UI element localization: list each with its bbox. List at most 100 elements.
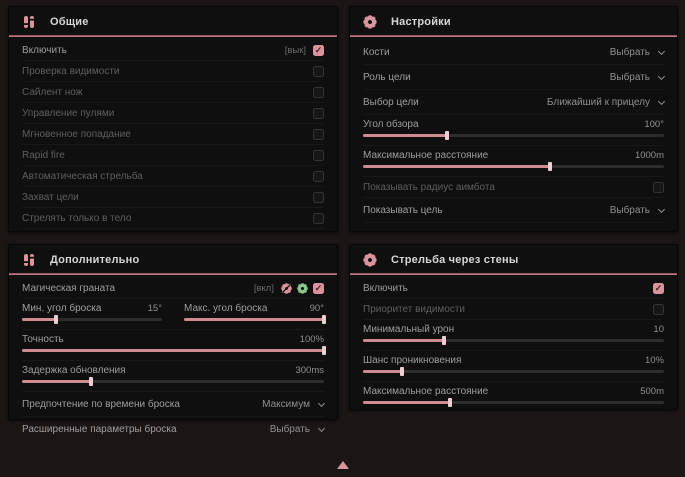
accuracy-slider[interactable]: [22, 346, 326, 355]
slider-row-update-delay: Задержка обновления 300ms: [22, 361, 324, 392]
toggle-row-rapid-fire: Rapid fire ✓: [22, 145, 324, 166]
toggle-row-bullet-control: Управление пулями ✓: [22, 103, 324, 124]
slider-thumb[interactable]: [448, 398, 453, 407]
header-divider: [350, 35, 677, 37]
slider-thumb[interactable]: [322, 346, 326, 355]
min-damage-slider[interactable]: [363, 336, 664, 345]
throw-time-preference-dropdown[interactable]: Максимум: [262, 399, 326, 410]
flower-icon: [363, 15, 377, 29]
row-label: Захват цели: [22, 191, 79, 203]
update-delay-slider[interactable]: [22, 377, 324, 386]
toggle-row-target-lock: Захват цели ✓: [22, 187, 324, 208]
toggle-row-instant-hit: Мгновенное попадание ✓: [22, 124, 324, 145]
slider-thumb[interactable]: [400, 367, 405, 376]
panel-settings: Настройки Кости Выбрать Роль цели Выбрат…: [349, 6, 678, 232]
row-label: Управление пулями: [22, 107, 115, 119]
max-distance-slider[interactable]: [363, 162, 664, 171]
row-label: Проверка видимости: [22, 65, 120, 77]
body-only-checkbox[interactable]: ✓: [313, 212, 324, 224]
sliders-icon: [22, 15, 36, 29]
slider-thumb[interactable]: [53, 315, 58, 324]
dropdown-row-throw-time-preference: Предпочтение по времени броска Максимум: [22, 392, 326, 417]
rapid-fire-checkbox[interactable]: ✓: [313, 149, 324, 161]
green-flower-icon[interactable]: [297, 282, 308, 294]
slider-row-fov: Угол обзора 100°: [363, 115, 664, 146]
magic-grenade-checkbox[interactable]: ✓: [313, 282, 324, 294]
min-throw-angle-slider[interactable]: [22, 315, 162, 324]
chevron-down-icon: [657, 47, 666, 55]
visibility-check-checkbox[interactable]: ✓: [313, 65, 324, 77]
walls-enable-checkbox[interactable]: ✓: [653, 282, 664, 294]
advanced-throw-params-dropdown[interactable]: Выбрать: [270, 424, 326, 435]
slider-thumb[interactable]: [547, 162, 552, 171]
row-label: Расширенные параметры броска: [22, 423, 177, 435]
row-label: Мгновенное попадание: [22, 128, 131, 140]
row-label: Минимальный урон: [363, 324, 455, 335]
target-lock-checkbox[interactable]: ✓: [313, 191, 324, 203]
row-label: Предпочтение по времени броска: [22, 398, 180, 410]
chevron-down-icon: [657, 97, 666, 105]
panel-general: Общие Включить [вык] ✓ Проверка видимост…: [8, 6, 338, 232]
panel-additional-header: Дополнительно: [9, 245, 337, 273]
panel-additional: Дополнительно Магическая граната [вкл] ✓…: [8, 244, 338, 442]
target-select-dropdown[interactable]: Ближайший к прицелу: [547, 97, 666, 108]
check-icon: ✓: [314, 44, 323, 55]
bones-dropdown[interactable]: Выбрать: [609, 46, 666, 58]
row-label: Сайлент нож: [22, 86, 83, 98]
enable-checkbox[interactable]: ✓: [313, 44, 324, 56]
slider-row-min-damage: Минимальный урон 10: [363, 320, 664, 351]
chevron-down-icon: [657, 205, 666, 213]
dropdown-value: Выбрать: [609, 71, 650, 83]
walls-max-distance-slider[interactable]: [363, 398, 664, 407]
chevron-down-icon: [317, 399, 326, 407]
slider-thumb[interactable]: [445, 131, 450, 140]
panel-settings-header: Настройки: [350, 7, 677, 35]
show-aimbot-radius-checkbox[interactable]: ✓: [653, 181, 664, 193]
slider-thumb[interactable]: [442, 336, 447, 345]
slider-thumb[interactable]: [322, 315, 326, 324]
row-label: Максимальное расстояние: [363, 386, 489, 397]
slider-row-walls-max-distance: Максимальное расстояние 500m: [363, 382, 664, 413]
toggle-row-enable-walls: Включить ✓: [363, 278, 664, 299]
show-target-dropdown[interactable]: Выбрать: [610, 205, 666, 216]
row-label: Показывать цель: [363, 204, 443, 216]
chevron-down-icon: [657, 72, 666, 80]
fov-slider[interactable]: [363, 131, 664, 140]
target-role-dropdown[interactable]: Выбрать: [609, 71, 666, 83]
bullet-control-checkbox[interactable]: ✓: [313, 107, 324, 119]
panel-walls-header: Стрельба через стены: [350, 245, 677, 273]
penetration-chance-slider[interactable]: [363, 367, 664, 376]
slider-value: 500m: [640, 386, 664, 397]
slider-row-max-distance: Максимальное расстояние 1000m: [363, 146, 664, 177]
slider-value: 1000m: [634, 150, 664, 161]
instant-hit-checkbox[interactable]: ✓: [313, 128, 324, 140]
slider-thumb[interactable]: [89, 377, 94, 386]
max-throw-angle-slider[interactable]: [184, 315, 326, 324]
state-tag: [вык]: [284, 44, 306, 56]
visibility-priority-checkbox[interactable]: ✓: [653, 303, 664, 315]
row-label: Макс. угол броска: [184, 303, 268, 314]
slider-row-max-throw-angle: Макс. угол броска 90°: [184, 299, 326, 329]
header-divider: [9, 273, 337, 275]
sliders-icon: [22, 253, 36, 267]
slider-row-min-throw-angle: Мин. угол броска 15°: [22, 299, 162, 329]
row-label: Кости: [363, 46, 390, 58]
silent-knife-checkbox[interactable]: ✓: [313, 86, 324, 98]
row-label: Приоритет видимости: [363, 303, 466, 315]
pink-flower-slash-icon[interactable]: [281, 282, 292, 294]
row-label: Выбор цели: [363, 96, 419, 108]
auto-fire-checkbox[interactable]: ✓: [313, 170, 324, 182]
flower-icon: [363, 253, 377, 267]
row-label: Роль цели: [363, 71, 411, 83]
toggle-row-visibility-check: Проверка видимости ✓: [22, 61, 324, 82]
slider-value: 90°: [309, 303, 324, 314]
state-tag: [вкл]: [253, 282, 274, 294]
slider-row-penetration-chance: Шанс проникновения 10%: [363, 351, 664, 382]
toggle-row-silent-knife: Сайлент нож ✓: [22, 82, 324, 103]
panel-title: Общие: [50, 16, 89, 28]
slider-value: 15°: [147, 303, 162, 314]
toggle-row-show-aimbot-radius: Показывать радиус аимбота ✓: [363, 177, 664, 198]
dropdown-value: Выбрать: [609, 46, 650, 58]
row-label: Задержка обновления: [22, 365, 126, 376]
toggle-row-enable: Включить [вык] ✓: [22, 40, 324, 61]
